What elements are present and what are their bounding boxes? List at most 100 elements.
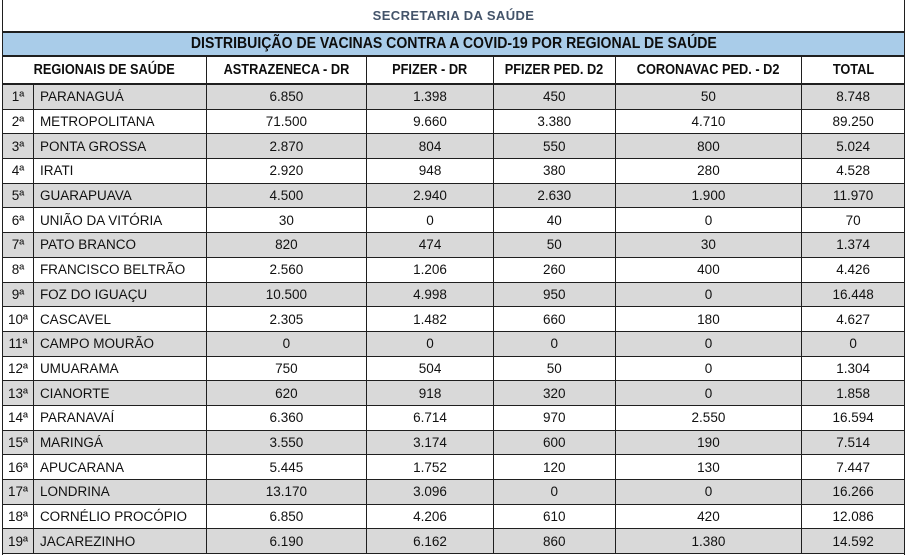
astrazeneca-value: 820 [207, 233, 368, 257]
total-value: 5.024 [836, 138, 871, 154]
coronavac-ped-value: 400 [616, 257, 803, 282]
coronavac-ped-value: 180 [616, 307, 803, 331]
row-number: 9ª [3, 282, 34, 307]
astrazeneca-value: 6.360 [207, 405, 368, 430]
total-value: 16.266 [832, 484, 874, 500]
table-row: 13ª CIANORTE 620 918 320 0 1.858 [3, 381, 904, 406]
total-value: 7.447 [836, 459, 871, 475]
coronavac-ped-value: 2.550 [616, 405, 803, 430]
region-name: GUARAPUAVA [34, 183, 207, 208]
coronavac-ped-value: 800 [616, 134, 803, 159]
pfizer-value: 4.206 [367, 504, 494, 529]
total-value: 89.250 [832, 114, 874, 130]
table-row: 2ª METROPOLITANA 71.500 9.660 3.380 4.710 89.2… [3, 109, 904, 135]
table-header-row: REGIONAIS DE SAÚDE ASTRAZENECA - DR PFIZ… [3, 57, 904, 85]
region-name: MARINGÁ [34, 430, 207, 455]
region-name: PATO BRANCO [34, 233, 207, 257]
astrazeneca-value: 3.550 [207, 430, 368, 455]
pfizer-value: 504 [367, 356, 494, 381]
coronavac-ped-value: 1.900 [616, 183, 803, 208]
row-number: 10ª [3, 307, 34, 331]
coronavac-ped-value: 4.710 [616, 109, 803, 134]
region-name: CAMPO MOURÃO [34, 331, 207, 356]
pfizer-value: 2.940 [367, 183, 494, 208]
pfizer-ped-value: 860 [494, 529, 616, 554]
astrazeneca-value: 0 [207, 331, 368, 356]
table-row: 3ª PONTA GROSSA 2.870 804 550 800 5.024 [3, 134, 904, 160]
total-value: 16.448 [832, 286, 874, 302]
page-header: SECRETARIA DA SAÚDE [3, 0, 904, 31]
region-name: PONTA GROSSA [34, 134, 207, 159]
total-value: 16.594 [832, 410, 874, 426]
column-header-pfizer-ped: PFIZER PED. D2 [494, 57, 616, 83]
total-value: 11.970 [832, 188, 874, 204]
row-number: 18ª [3, 504, 34, 529]
pfizer-ped-value: 50 [494, 356, 616, 381]
table-title: DISTRIBUIÇÃO DE VACINAS CONTRA A COVID-1… [190, 35, 717, 52]
coronavac-ped-value: 0 [616, 480, 803, 504]
astrazeneca-value: 6.190 [207, 529, 368, 554]
column-header-pfizer: PFIZER - DR [367, 57, 494, 83]
astrazeneca-value: 620 [207, 381, 368, 405]
astrazeneca-value: 2.560 [207, 257, 368, 282]
region-name: LONDRINA [34, 480, 207, 504]
table-row: 6ª UNIÃO DA VITÓRIA 30 0 40 0 70 [3, 208, 904, 234]
astrazeneca-value: 13.170 [207, 480, 368, 504]
total-value: 70 [845, 212, 861, 228]
astrazeneca-value: 30 [207, 208, 368, 233]
table-row: 14ª PARANAVAÍ 6.360 6.714 970 2.550 16.594 [3, 405, 904, 431]
total-value: 8.748 [836, 89, 871, 105]
total-value: 4.528 [836, 163, 871, 179]
row-number: 14ª [3, 405, 34, 430]
coronavac-ped-value: 280 [616, 159, 803, 183]
table-row: 5ª GUARAPUAVA 4.500 2.940 2.630 1.900 11.970 [3, 183, 904, 209]
pfizer-ped-value: 550 [494, 134, 616, 159]
table-row: 15ª MARINGÁ 3.550 3.174 600 190 7.514 [3, 430, 904, 456]
column-header-astrazeneca: ASTRAZENECA - DR [207, 57, 368, 83]
pfizer-value: 0 [367, 331, 494, 356]
pfizer-value: 3.174 [367, 430, 494, 455]
total-value: 1.858 [836, 385, 871, 401]
pfizer-value: 3.096 [367, 480, 494, 504]
astrazeneca-value: 5.445 [207, 455, 368, 479]
total-value: 14.592 [832, 533, 874, 549]
astrazeneca-value: 71.500 [207, 109, 368, 134]
region-name: FOZ DO IGUAÇU [34, 282, 207, 307]
pfizer-value: 6.162 [367, 529, 494, 554]
region-name: FRANCISCO BELTRÃO [34, 257, 207, 282]
pfizer-value: 474 [367, 233, 494, 257]
row-number: 12ª [3, 356, 34, 381]
pfizer-ped-value: 450 [494, 85, 616, 109]
row-number: 19ª [3, 529, 34, 554]
region-name: METROPOLITANA [34, 109, 207, 134]
astrazeneca-value: 4.500 [207, 183, 368, 208]
region-name: UNIÃO DA VITÓRIA [34, 208, 207, 233]
pfizer-ped-value: 260 [494, 257, 616, 282]
pfizer-ped-value: 2.630 [494, 183, 616, 208]
coronavac-ped-value: 1.380 [616, 529, 803, 554]
table-row: 16ª APUCARANA 5.445 1.752 120 130 7.447 [3, 455, 904, 480]
region-name: APUCARANA [34, 455, 207, 479]
pfizer-value: 1.206 [367, 257, 494, 282]
total-value: 1.304 [836, 360, 871, 376]
row-number: 1ª [3, 85, 34, 109]
pfizer-value: 6.714 [367, 405, 494, 430]
total-value: 1.374 [836, 237, 871, 253]
astrazeneca-value: 2.920 [207, 159, 368, 183]
total-value: 0 [849, 336, 857, 352]
pfizer-value: 1.398 [367, 85, 494, 109]
pfizer-value: 9.660 [367, 109, 494, 134]
table-row: 19ª JACAREZINHO 6.190 6.162 860 1.380 14.592 [3, 529, 904, 555]
pfizer-ped-value: 970 [494, 405, 616, 430]
total-value: 4.426 [836, 262, 871, 278]
astrazeneca-value: 750 [207, 356, 368, 381]
pfizer-value: 1.752 [367, 455, 494, 479]
table-row: 18ª CORNÉLIO PROCÓPIO 6.850 4.206 610 420 12.0… [3, 504, 904, 530]
table-title-row: DISTRIBUIÇÃO DE VACINAS CONTRA A COVID-1… [3, 31, 904, 57]
table-row: 9ª FOZ DO IGUAÇU 10.500 4.998 950 0 16.448 [3, 282, 904, 308]
pfizer-value: 948 [367, 159, 494, 183]
pfizer-ped-value: 320 [494, 381, 616, 405]
region-name: UMUARAMA [34, 356, 207, 381]
